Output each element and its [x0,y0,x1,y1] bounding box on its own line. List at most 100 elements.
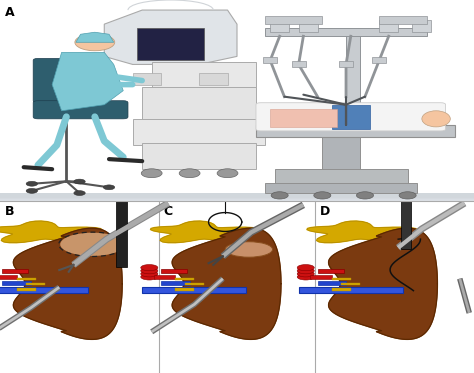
Text: B: B [5,205,14,218]
Circle shape [141,264,158,271]
FancyBboxPatch shape [270,109,337,127]
FancyBboxPatch shape [0,194,474,198]
FancyBboxPatch shape [256,125,455,137]
FancyBboxPatch shape [0,194,474,198]
Circle shape [297,264,314,271]
FancyBboxPatch shape [292,62,306,68]
Circle shape [74,191,85,195]
FancyBboxPatch shape [133,119,265,145]
FancyBboxPatch shape [0,197,474,201]
Circle shape [141,268,158,274]
Circle shape [271,192,288,199]
FancyBboxPatch shape [0,195,474,199]
FancyBboxPatch shape [318,269,344,273]
FancyBboxPatch shape [310,275,332,279]
FancyBboxPatch shape [401,201,411,250]
FancyBboxPatch shape [265,183,417,193]
FancyBboxPatch shape [0,194,474,198]
Text: D: D [320,205,330,218]
FancyBboxPatch shape [318,281,346,285]
FancyBboxPatch shape [33,59,71,103]
FancyBboxPatch shape [0,194,474,198]
FancyBboxPatch shape [0,197,474,201]
Circle shape [60,233,125,256]
Circle shape [74,179,85,184]
FancyBboxPatch shape [0,194,474,197]
Circle shape [217,169,238,178]
FancyBboxPatch shape [379,16,427,24]
FancyBboxPatch shape [341,283,360,285]
FancyBboxPatch shape [161,281,190,285]
FancyBboxPatch shape [0,196,474,200]
FancyBboxPatch shape [137,28,204,60]
FancyBboxPatch shape [0,195,474,199]
FancyBboxPatch shape [0,195,474,199]
FancyBboxPatch shape [17,278,36,280]
FancyBboxPatch shape [339,62,353,68]
FancyBboxPatch shape [0,194,474,198]
FancyBboxPatch shape [346,30,360,107]
FancyBboxPatch shape [0,194,474,198]
FancyBboxPatch shape [0,195,474,200]
FancyBboxPatch shape [17,288,36,291]
FancyBboxPatch shape [0,195,474,199]
FancyBboxPatch shape [270,20,289,32]
Circle shape [103,185,115,190]
FancyBboxPatch shape [0,195,474,199]
Circle shape [26,188,37,193]
Polygon shape [13,228,122,339]
Polygon shape [151,221,261,243]
FancyBboxPatch shape [0,194,474,198]
FancyBboxPatch shape [142,287,246,293]
FancyBboxPatch shape [0,195,474,200]
FancyBboxPatch shape [142,87,256,121]
Circle shape [141,271,158,277]
Text: A: A [5,6,14,19]
Circle shape [179,169,200,178]
FancyBboxPatch shape [0,195,474,200]
Circle shape [314,192,331,199]
Polygon shape [76,32,114,42]
FancyBboxPatch shape [0,194,474,198]
FancyBboxPatch shape [152,62,256,89]
FancyBboxPatch shape [199,72,228,85]
FancyBboxPatch shape [2,269,28,273]
FancyBboxPatch shape [0,195,474,199]
FancyBboxPatch shape [379,20,398,32]
FancyBboxPatch shape [0,194,474,198]
FancyBboxPatch shape [332,288,351,291]
FancyBboxPatch shape [263,57,277,63]
FancyBboxPatch shape [0,196,474,200]
Text: C: C [164,205,173,218]
FancyBboxPatch shape [0,194,474,198]
FancyBboxPatch shape [175,288,194,291]
FancyBboxPatch shape [116,201,127,267]
Circle shape [141,274,158,280]
Polygon shape [0,221,102,243]
Circle shape [356,192,374,199]
FancyBboxPatch shape [0,197,474,201]
FancyBboxPatch shape [154,275,175,279]
FancyBboxPatch shape [299,287,403,293]
FancyBboxPatch shape [265,16,322,24]
FancyBboxPatch shape [0,194,474,198]
FancyBboxPatch shape [0,195,474,199]
Polygon shape [172,228,281,339]
FancyBboxPatch shape [265,28,427,36]
FancyBboxPatch shape [0,197,474,200]
FancyBboxPatch shape [133,72,161,85]
FancyBboxPatch shape [0,197,474,201]
FancyBboxPatch shape [0,195,474,199]
Polygon shape [104,10,237,65]
FancyBboxPatch shape [0,194,474,198]
FancyBboxPatch shape [0,197,474,201]
FancyBboxPatch shape [256,103,446,131]
FancyBboxPatch shape [161,269,187,273]
FancyBboxPatch shape [322,135,360,171]
FancyBboxPatch shape [0,195,474,199]
Polygon shape [52,52,123,111]
FancyBboxPatch shape [0,196,474,200]
FancyBboxPatch shape [0,196,474,200]
FancyBboxPatch shape [0,197,474,201]
FancyBboxPatch shape [0,196,474,200]
